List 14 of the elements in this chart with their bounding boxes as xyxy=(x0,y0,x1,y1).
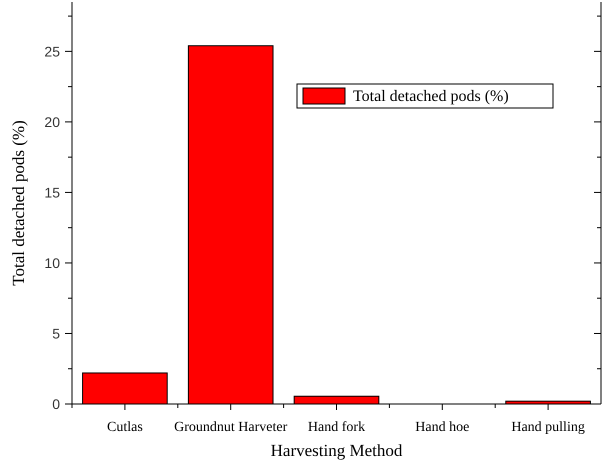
x-axis-title: Harvesting Method xyxy=(270,441,403,460)
x-tick-label: Hand hoe xyxy=(415,420,470,435)
y-axis-title: Total detached pods (%) xyxy=(9,120,28,286)
x-tick-label: Cutlas xyxy=(107,420,143,435)
x-tick-label: Hand fork xyxy=(308,420,366,435)
y-tick-label: 25 xyxy=(44,43,60,60)
y-tick-label: 10 xyxy=(44,254,60,271)
y-tick-label: 20 xyxy=(44,114,60,130)
legend-label: Total detached pods (%) xyxy=(353,88,509,105)
x-tick-label: Hand pulling xyxy=(511,420,585,435)
x-tick-label: Groundnut Harveter xyxy=(174,420,288,435)
y-tick-label: 0 xyxy=(52,396,60,412)
y-tick-label: 15 xyxy=(44,184,60,200)
y-tick-label: 5 xyxy=(52,325,60,342)
